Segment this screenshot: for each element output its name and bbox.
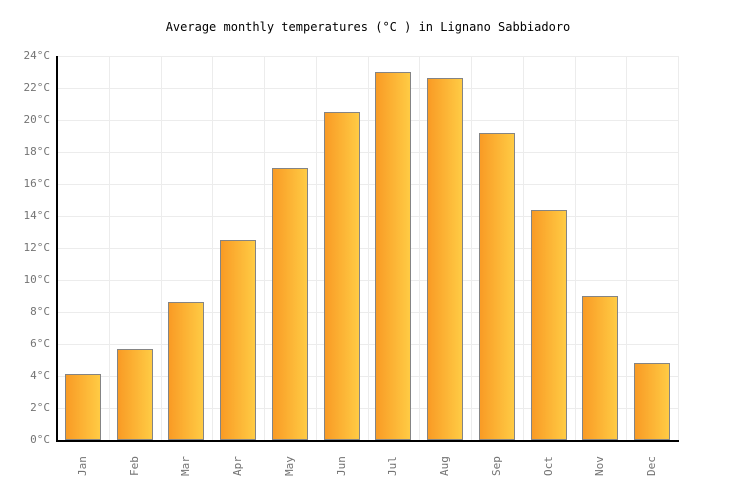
- bar-dec: [634, 363, 671, 440]
- x-tick-label: Apr: [231, 456, 245, 476]
- x-tick-label: Jun: [334, 456, 348, 476]
- y-tick-label: 18°C: [23, 145, 51, 158]
- bar-jan: [64, 374, 101, 440]
- x-tick-label: Jan: [75, 456, 89, 476]
- x-axis-line: [56, 440, 679, 442]
- v-gridline: [367, 56, 369, 440]
- bar-mar: [168, 302, 205, 440]
- bar-jun: [323, 112, 360, 440]
- y-tick-label: 14°C: [23, 209, 51, 222]
- bar-sep: [478, 132, 515, 440]
- x-tick-label: Oct: [541, 456, 555, 476]
- x-tick-label: Mar: [179, 456, 193, 476]
- y-tick-label: 22°C: [23, 81, 51, 94]
- bar-aug: [427, 78, 464, 440]
- y-tick-label: 10°C: [23, 273, 51, 286]
- v-gridline: [160, 56, 162, 440]
- v-gridline: [419, 56, 421, 440]
- v-gridline: [471, 56, 472, 440]
- y-tick-label: 12°C: [23, 241, 51, 254]
- x-tick-label: Nov: [593, 456, 607, 476]
- y-tick-label: 2°C: [30, 401, 50, 414]
- v-gridline: [264, 56, 265, 440]
- bar-nov: [582, 296, 619, 440]
- x-tick-label: Aug: [438, 456, 452, 476]
- bar-apr: [220, 240, 257, 440]
- y-tick-label: 16°C: [23, 177, 51, 190]
- bar-may: [271, 168, 308, 440]
- x-tick-label: Dec: [645, 456, 659, 476]
- x-tick-label: Sep: [489, 456, 503, 476]
- chart-title: Average monthly temperatures (°C ) in Li…: [165, 20, 571, 34]
- v-gridline: [212, 56, 214, 440]
- bar-jul: [375, 72, 412, 440]
- x-tick-label: May: [282, 456, 296, 476]
- x-tick-label: Jul: [386, 456, 400, 476]
- v-gridline: [678, 56, 679, 440]
- y-tick-label: 8°C: [30, 305, 50, 318]
- v-gridline: [522, 56, 524, 440]
- bar-feb: [116, 348, 153, 440]
- y-tick-label: 6°C: [30, 337, 50, 350]
- x-tick-label: Feb: [127, 456, 141, 476]
- v-gridline: [315, 56, 317, 440]
- y-tick-label: 4°C: [30, 369, 50, 382]
- y-tick-label: 20°C: [23, 113, 51, 126]
- y-tick-label: 24°C: [23, 49, 51, 62]
- y-axis-line: [56, 56, 58, 442]
- y-tick-label: 0°C: [30, 433, 50, 446]
- v-gridline: [108, 56, 110, 440]
- v-gridline: [574, 56, 576, 440]
- bar-oct: [530, 209, 567, 440]
- v-gridline: [626, 56, 628, 440]
